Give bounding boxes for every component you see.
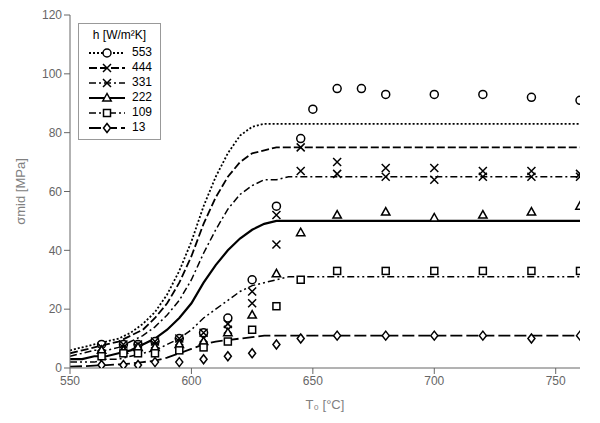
html-text:331: 331 bbox=[132, 75, 152, 89]
svg-text:120: 120 bbox=[42, 8, 62, 22]
svg-text:650: 650 bbox=[303, 374, 323, 388]
svg-text:T₀ [°C]: T₀ [°C] bbox=[306, 397, 345, 412]
svg-text:20: 20 bbox=[49, 302, 63, 316]
svg-text:700: 700 bbox=[424, 374, 444, 388]
html-text:109: 109 bbox=[132, 105, 152, 119]
svg-text:σmid [MPa]: σmid [MPa] bbox=[13, 158, 28, 225]
svg-text:80: 80 bbox=[49, 126, 63, 140]
svg-text:550: 550 bbox=[60, 374, 80, 388]
html-text:444: 444 bbox=[132, 60, 152, 74]
html-text:h [W/m²K]: h [W/m²K] bbox=[92, 28, 147, 42]
svg-text:60: 60 bbox=[49, 185, 63, 199]
svg-text:750: 750 bbox=[546, 374, 566, 388]
svg-text:100: 100 bbox=[42, 67, 62, 81]
html-text:553: 553 bbox=[132, 45, 152, 59]
svg-text:0: 0 bbox=[55, 361, 62, 375]
html-text:13: 13 bbox=[132, 120, 146, 134]
html-text:222: 222 bbox=[132, 90, 152, 104]
svg-text:600: 600 bbox=[181, 374, 201, 388]
svg-text:40: 40 bbox=[49, 244, 63, 258]
